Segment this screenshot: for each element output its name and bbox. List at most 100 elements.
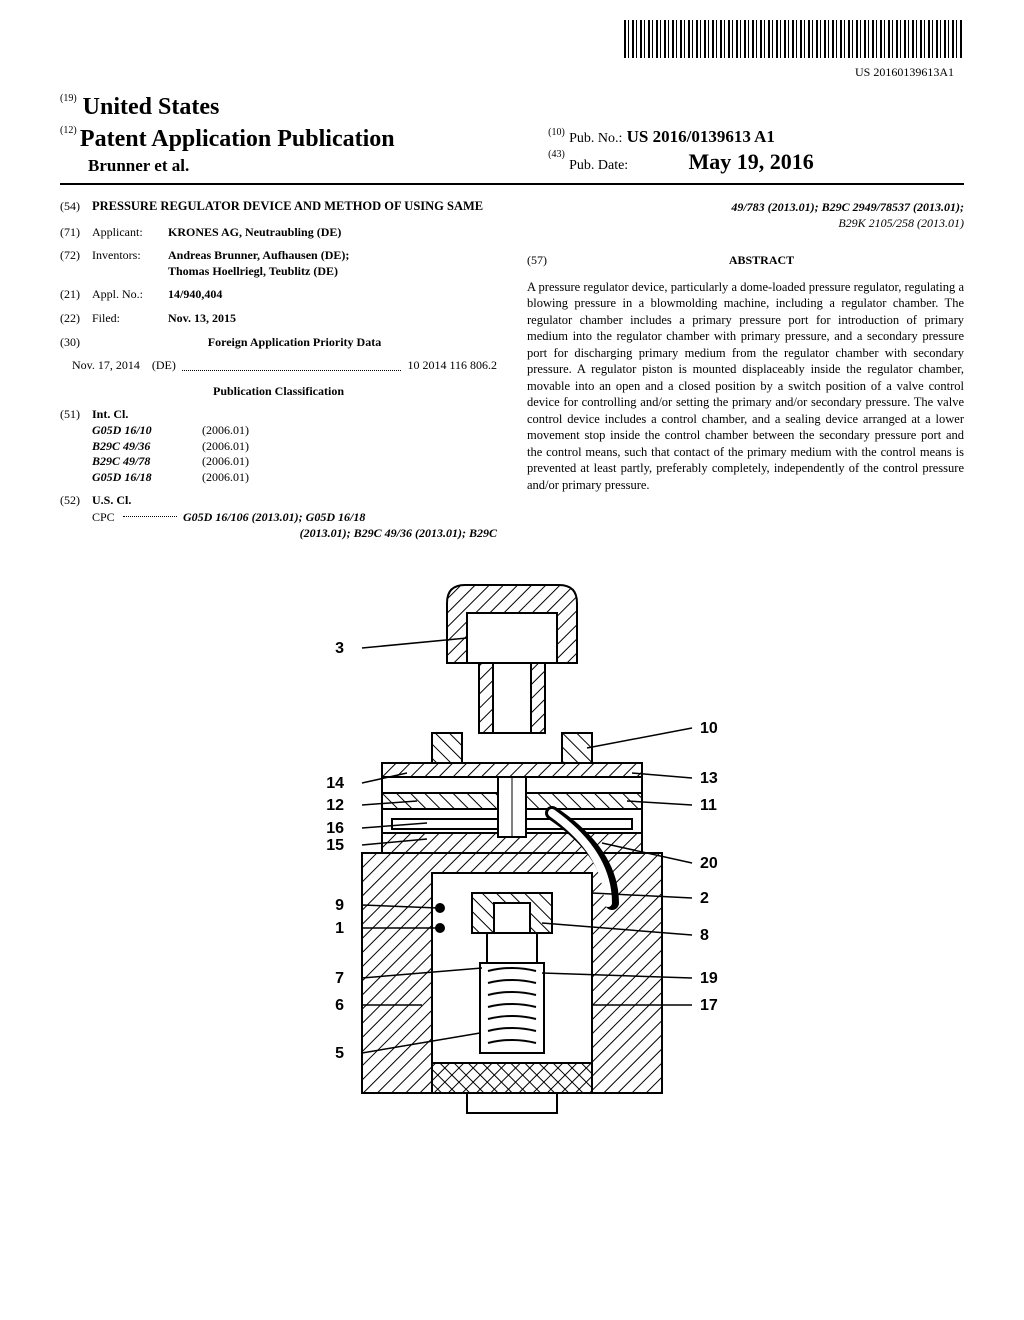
intcl-ver-3: (2006.01) bbox=[202, 470, 249, 486]
applicant-label: Applicant: bbox=[92, 225, 168, 241]
applicant-value: KRONES AG, Neutraubling (DE) bbox=[168, 225, 497, 241]
barcode-number: US 20160139613A1 bbox=[60, 65, 964, 81]
dotted-leader-2 bbox=[123, 516, 177, 517]
figure-label-6: 6 bbox=[335, 997, 344, 1014]
pub-date-line: (43) Pub. Date: May 19, 2016 bbox=[548, 148, 964, 177]
intcl-entry-0: G05D 16/10(2006.01) bbox=[92, 423, 249, 439]
patent-header: (19) United States (12) Patent Applicati… bbox=[60, 92, 964, 184]
figure-label-9: 9 bbox=[335, 897, 344, 914]
figure-label-13: 13 bbox=[700, 770, 718, 787]
pub-no-label: Pub. No.: bbox=[569, 131, 622, 146]
figure-label-20: 20 bbox=[700, 855, 718, 872]
dotted-leader bbox=[182, 358, 402, 371]
abstract-code: (57) bbox=[527, 253, 559, 269]
biblio-left-column: (54) PRESSURE REGULATOR DEVICE AND METHO… bbox=[60, 199, 497, 549]
figure-label-3: 3 bbox=[335, 640, 344, 657]
bottom-plate bbox=[432, 1063, 592, 1093]
barcode-block bbox=[60, 20, 964, 63]
invention-title: PRESSURE REGULATOR DEVICE AND METHOD OF … bbox=[92, 199, 483, 215]
patent-figure: 3 14 12 16 15 9 1 7 6 5 10 13 11 20 2 8 … bbox=[60, 573, 964, 1138]
abstract-heading-row: (57) ABSTRACT bbox=[527, 253, 964, 269]
neck-wall-right bbox=[531, 663, 545, 733]
intcl-sym-2: B29C 49/78 bbox=[92, 454, 202, 470]
appl-value: 14/940,404 bbox=[168, 287, 497, 303]
intcl-ver-1: (2006.01) bbox=[202, 439, 249, 455]
appl-label: Appl. No.: bbox=[92, 287, 168, 303]
country-name: United States bbox=[83, 94, 220, 120]
priority-data-row: Nov. 17, 2014 (DE) 10 2014 116 806.2 bbox=[72, 358, 497, 374]
inventors-value: Andreas Brunner, Aufhausen (DE); Thomas … bbox=[168, 248, 497, 279]
cpc-continuation: 49/783 (2013.01); B29C 2949/78537 (2013.… bbox=[527, 199, 964, 231]
filed-value: Nov. 13, 2015 bbox=[168, 311, 497, 327]
inventors-row: (72) Inventors: Andreas Brunner, Aufhaus… bbox=[60, 248, 497, 279]
intcl-block: Int. Cl. G05D 16/10(2006.01) B29C 49/36(… bbox=[92, 407, 249, 485]
intcl-sym-1: B29C 49/36 bbox=[92, 439, 202, 455]
priority-heading: Foreign Application Priority Data bbox=[92, 335, 497, 351]
cpc-cont-2: B29K 2105/258 (2013.01) bbox=[838, 216, 964, 230]
priority-number: 10 2014 116 806.2 bbox=[407, 358, 497, 374]
inventors-label: Inventors: bbox=[92, 248, 168, 279]
uscl-block: U.S. Cl. CPC G05D 16/106 (2013.01); G05D… bbox=[92, 493, 497, 541]
cpc-cont-1: 49/783 (2013.01); B29C 2949/78537 (2013.… bbox=[731, 200, 964, 214]
inventor-2: Thomas Hoellriegl, Teublitz (DE) bbox=[168, 264, 338, 278]
appl-row: (21) Appl. No.: 14/940,404 bbox=[60, 287, 497, 303]
figure-label-5: 5 bbox=[335, 1045, 344, 1062]
priority-country: (DE) bbox=[152, 358, 176, 374]
filed-date: Nov. 13, 2015 bbox=[168, 311, 236, 325]
country-prefix: (19) bbox=[60, 93, 77, 104]
intcl-entry-1: B29C 49/36(2006.01) bbox=[92, 439, 249, 455]
barcode-graphic bbox=[624, 20, 964, 58]
intcl-ver-2: (2006.01) bbox=[202, 454, 249, 470]
country-line: (19) United States bbox=[60, 92, 530, 123]
figure-svg: 3 14 12 16 15 9 1 7 6 5 10 13 11 20 2 8 … bbox=[232, 573, 792, 1133]
figure-label-8: 8 bbox=[700, 927, 709, 944]
cpc-label: CPC bbox=[92, 509, 120, 525]
figure-label-12: 12 bbox=[326, 797, 344, 814]
uscl-label: U.S. Cl. bbox=[92, 493, 497, 509]
priority-date: Nov. 17, 2014 bbox=[72, 358, 140, 374]
cpc-line-2: (2013.01); B29C 49/36 (2013.01); B29C bbox=[300, 526, 497, 540]
figure-label-16: 16 bbox=[326, 820, 344, 837]
figure-label-19: 19 bbox=[700, 970, 718, 987]
pub-no-line: (10) Pub. No.: US 2016/0139613 A1 bbox=[548, 126, 964, 148]
appl-number: 14/940,404 bbox=[168, 287, 222, 301]
figure-label-15: 15 bbox=[326, 837, 344, 854]
uscl-row: (52) U.S. Cl. CPC G05D 16/106 (2013.01);… bbox=[60, 493, 497, 541]
figure-label-2: 2 bbox=[700, 890, 709, 907]
pub-date-prefix: (43) bbox=[548, 149, 565, 160]
figure-label-14: 14 bbox=[326, 775, 344, 792]
applicant-code: (71) bbox=[60, 225, 92, 241]
intcl-entry-2: B29C 49/78(2006.01) bbox=[92, 454, 249, 470]
intcl-row: (51) Int. Cl. G05D 16/10(2006.01) B29C 4… bbox=[60, 407, 497, 485]
abstract-body: A pressure regulator device, particularl… bbox=[527, 279, 964, 494]
inventors-code: (72) bbox=[60, 248, 92, 279]
pub-no-value: US 2016/0139613 A1 bbox=[627, 127, 775, 146]
filed-row: (22) Filed: Nov. 13, 2015 bbox=[60, 311, 497, 327]
piston-cap bbox=[494, 903, 530, 933]
filed-code: (22) bbox=[60, 311, 92, 327]
intcl-sym-0: G05D 16/10 bbox=[92, 423, 202, 439]
abstract-title: ABSTRACT bbox=[559, 253, 964, 269]
biblio-right-column: 49/783 (2013.01); B29C 2949/78537 (2013.… bbox=[527, 199, 964, 549]
pub-date-value: May 19, 2016 bbox=[688, 149, 813, 174]
applicant-row: (71) Applicant: KRONES AG, Neutraubling … bbox=[60, 225, 497, 241]
dome-cavity bbox=[467, 613, 557, 663]
intcl-ver-0: (2006.01) bbox=[202, 423, 249, 439]
uscl-code: (52) bbox=[60, 493, 92, 541]
cpc-line-1: G05D 16/106 (2013.01); G05D 16/18 bbox=[183, 510, 365, 524]
figure-label-1: 1 bbox=[335, 920, 344, 937]
intcl-code: (51) bbox=[60, 407, 92, 485]
pub-date-label: Pub. Date: bbox=[569, 158, 628, 173]
title-row: (54) PRESSURE REGULATOR DEVICE AND METHO… bbox=[60, 199, 497, 215]
title-code: (54) bbox=[60, 199, 92, 215]
pub-type: Patent Application Publication bbox=[80, 126, 395, 152]
upper-plate-top bbox=[382, 763, 642, 777]
intcl-entry-3: G05D 16/18(2006.01) bbox=[92, 470, 249, 486]
piston-mid bbox=[487, 933, 537, 963]
priority-code: (30) bbox=[60, 335, 92, 351]
figure-label-10: 10 bbox=[700, 720, 718, 737]
filed-label: Filed: bbox=[92, 311, 168, 327]
intcl-label: Int. Cl. bbox=[92, 407, 249, 423]
bottom-port bbox=[467, 1093, 557, 1113]
bibliographic-block: (54) PRESSURE REGULATOR DEVICE AND METHO… bbox=[60, 199, 964, 549]
